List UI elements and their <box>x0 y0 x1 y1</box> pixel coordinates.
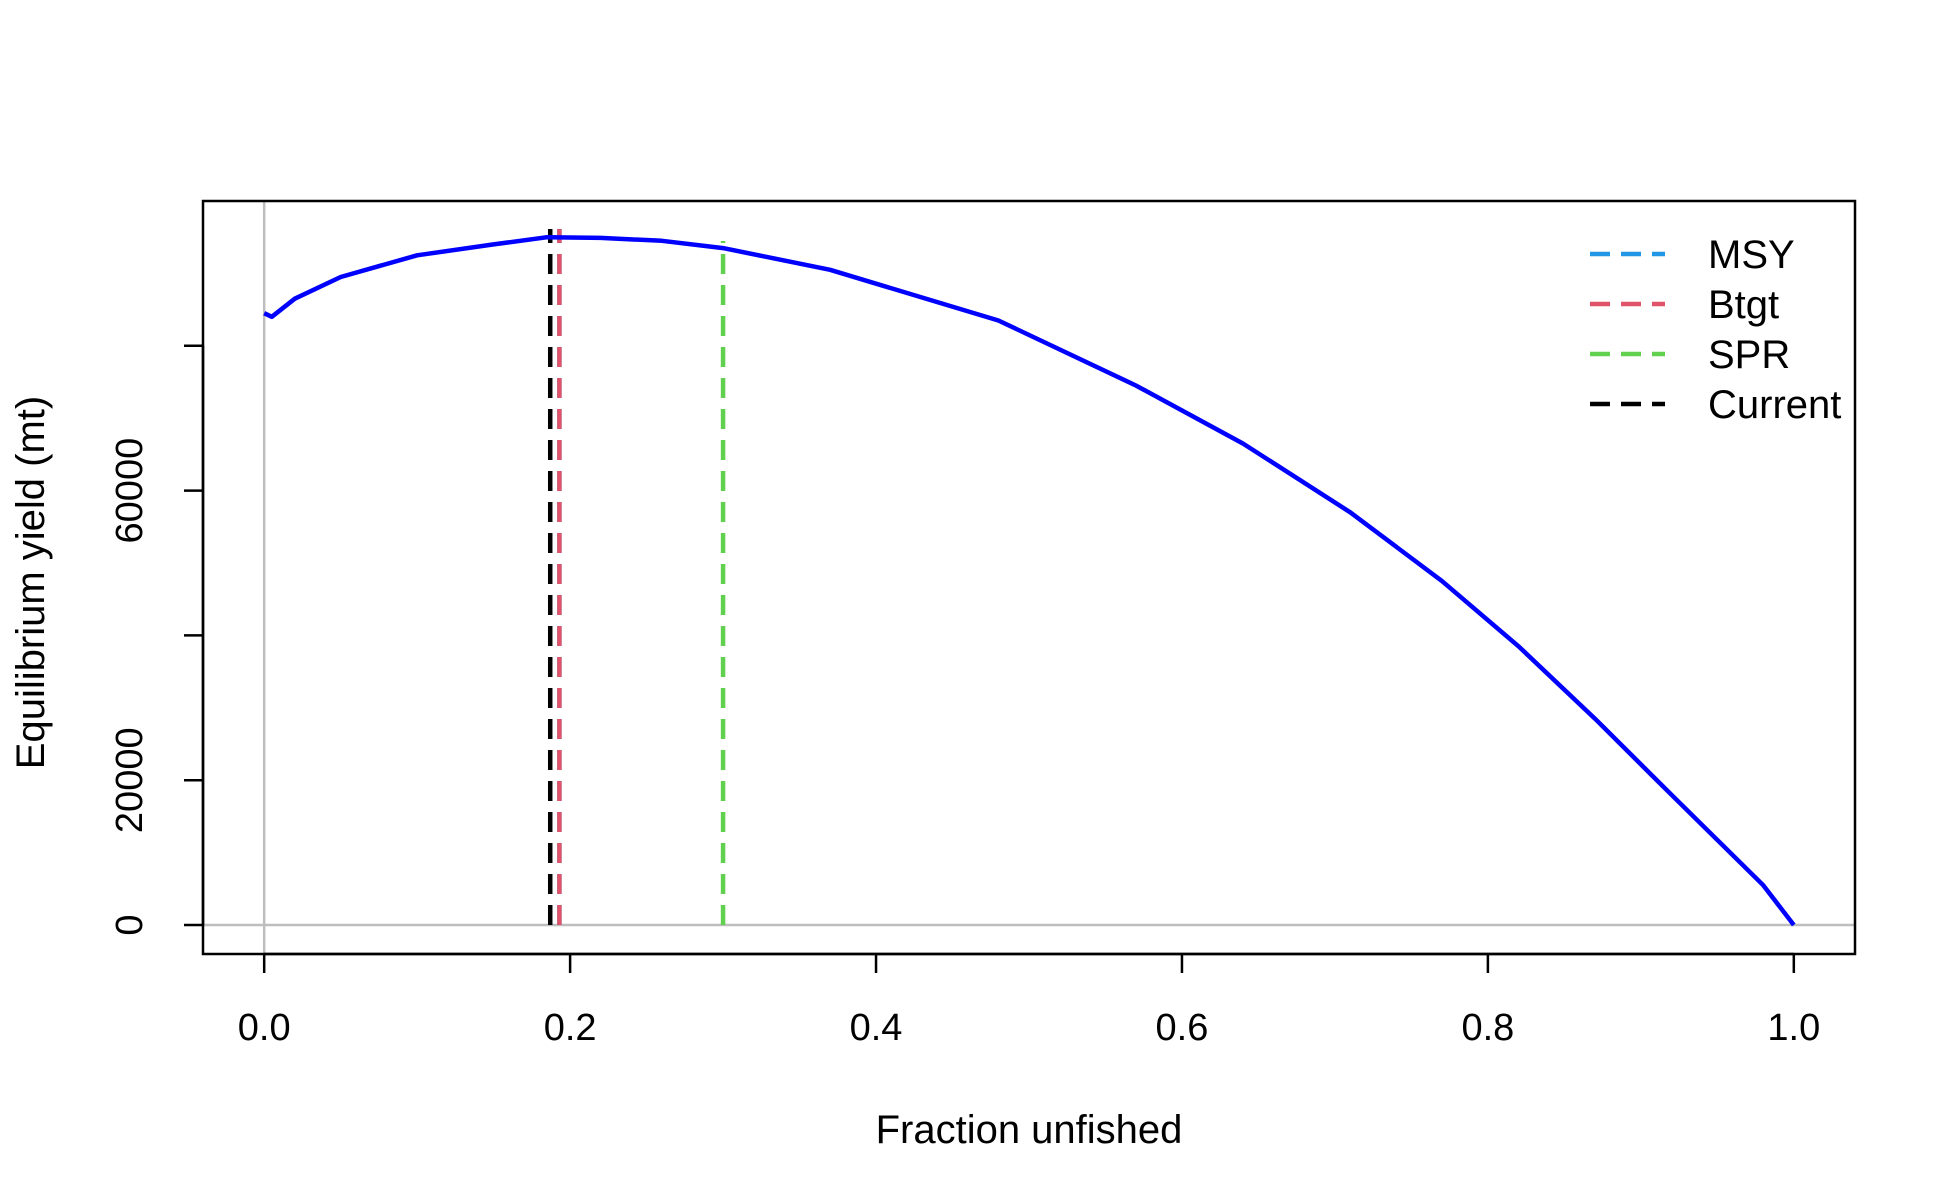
y-tick-label: 0 <box>109 914 151 935</box>
x-tick-label: 0.6 <box>1156 1007 1209 1049</box>
y-axis-title: Equilibrium yield (mt) <box>9 396 53 769</box>
x-axis-title: Fraction unfished <box>876 1108 1183 1152</box>
legend-label-current: Current <box>1708 383 1841 427</box>
reference-lines <box>203 201 1855 954</box>
legend-label-spr: SPR <box>1708 333 1790 377</box>
legend: MSY Btgt SPR Current <box>1590 233 1841 427</box>
legend-label-msy: MSY <box>1708 233 1795 277</box>
series-layer <box>263 234 1796 927</box>
x-axis: 0.0 0.2 0.4 0.6 0.8 1.0 <box>238 952 1820 1049</box>
y-axis: 0 20000 60000 <box>109 344 205 936</box>
x-tick-label: 0.8 <box>1461 1007 1514 1049</box>
reference-vertical-lines <box>547 229 726 926</box>
x-tick-label: 0.0 <box>238 1007 291 1049</box>
x-tick-label: 0.2 <box>544 1007 597 1049</box>
x-tick-label: 1.0 <box>1767 1007 1820 1049</box>
x-tick-label: 0.4 <box>850 1007 903 1049</box>
y-tick-label: 60000 <box>109 438 151 544</box>
yield-curve-line <box>263 234 1796 927</box>
y-tick-label: 20000 <box>109 727 151 833</box>
legend-label-btgt: Btgt <box>1708 283 1779 327</box>
